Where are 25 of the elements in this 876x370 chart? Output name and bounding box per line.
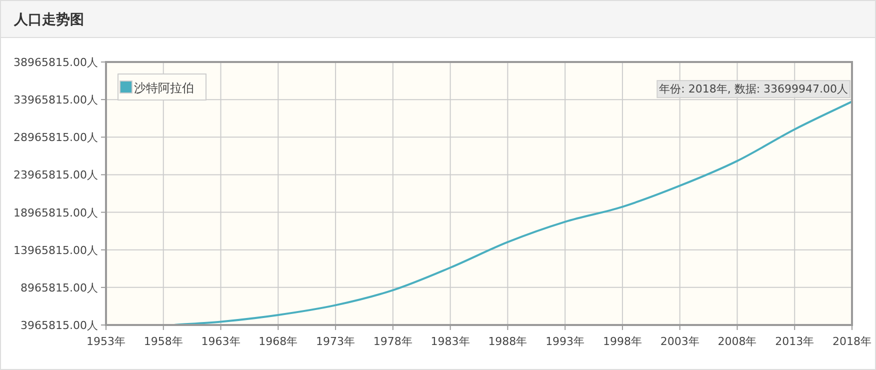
ytick: 3965815.00人 [20,319,98,332]
xtick: 1953年 [86,335,126,348]
xtick: 2008年 [718,335,757,348]
annotation: 年份: 2018年, 数据: 33699947.00人 [656,80,850,98]
xtick: 1978年 [373,335,412,348]
ytick: 23965815.00人 [14,168,98,182]
xtick: 2018年 [832,335,872,348]
ytick: 38965815.00人 [14,56,98,69]
ytick: 8965815.00人 [20,281,98,294]
ytick: 28965815.00人 [14,131,98,144]
xtick: 1998年 [602,335,642,348]
xtick: 1968年 [258,335,298,348]
xtick: 2003年 [660,335,700,348]
xtick: 1963年 [201,335,240,348]
xtick: 1993年 [546,335,585,348]
legend-label: 沙特阿拉伯 [134,81,194,95]
xtick: 1988年 [488,335,528,348]
xtick: 1973年 [316,335,356,348]
title: 人口走势图 [14,12,84,28]
xtick: 1983年 [430,335,470,348]
ytick: 13965815.00人 [14,244,98,257]
ytick: 18965815.00人 [14,206,98,220]
ytick: 33965815.00人 [14,94,98,107]
xtick: 1958年 [144,335,183,348]
xtick: 2013年 [775,335,814,348]
